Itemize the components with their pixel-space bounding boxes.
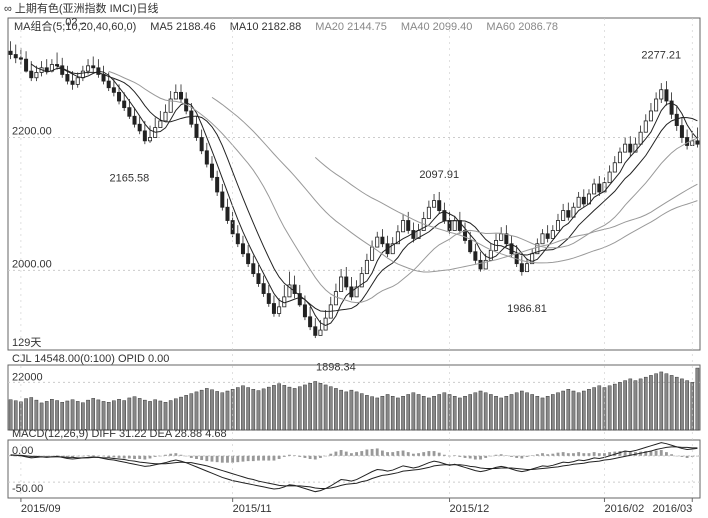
svg-text:MA60 2086.78: MA60 2086.78 xyxy=(486,21,558,33)
svg-text:2277.21: 2277.21 xyxy=(641,49,681,61)
svg-text:2016/03: 2016/03 xyxy=(652,503,692,515)
svg-text:.02←: .02← xyxy=(62,16,88,28)
svg-text:2200.00: 2200.00 xyxy=(12,126,52,138)
svg-text:2000.00: 2000.00 xyxy=(12,258,52,270)
svg-text:MA20 2144.75: MA20 2144.75 xyxy=(315,21,387,33)
svg-text:1898.34: 1898.34 xyxy=(316,362,356,374)
svg-text:2097.91: 2097.91 xyxy=(419,169,459,181)
svg-text:-50.00: -50.00 xyxy=(12,483,43,495)
svg-text:MA10 2182.88: MA10 2182.88 xyxy=(230,21,302,33)
svg-text:CJL 14548.00(0:100) OPID 0.: CJL 14548.00(0:100) OPID 0.00 xyxy=(12,353,169,365)
svg-text:2015/09: 2015/09 xyxy=(21,503,61,515)
svg-text:129天: 129天 xyxy=(12,337,41,349)
svg-text:22000: 22000 xyxy=(12,371,43,383)
svg-text:2165.58: 2165.58 xyxy=(109,172,149,184)
svg-text:1986.81: 1986.81 xyxy=(507,303,547,315)
svg-text:2015/12: 2015/12 xyxy=(450,503,490,515)
chart-title: ∞ 上期有色(亚洲指数 IMCI)日线 xyxy=(4,1,159,15)
svg-text:MACD(12,26,9) DIFF 31.22 DE: MACD(12,26,9) DIFF 31.22 DEA 28.88 4.68 xyxy=(12,428,227,440)
svg-text:2016/02: 2016/02 xyxy=(604,503,644,515)
svg-text:MA40 2099.40: MA40 2099.40 xyxy=(401,21,473,33)
stock-chart: ∞ 上期有色(亚洲指数 IMCI)日线2000.002200.00MA组合(5,… xyxy=(0,0,708,518)
svg-text:2015/11: 2015/11 xyxy=(233,503,272,515)
svg-text:MA5 2188.46: MA5 2188.46 xyxy=(150,21,215,33)
